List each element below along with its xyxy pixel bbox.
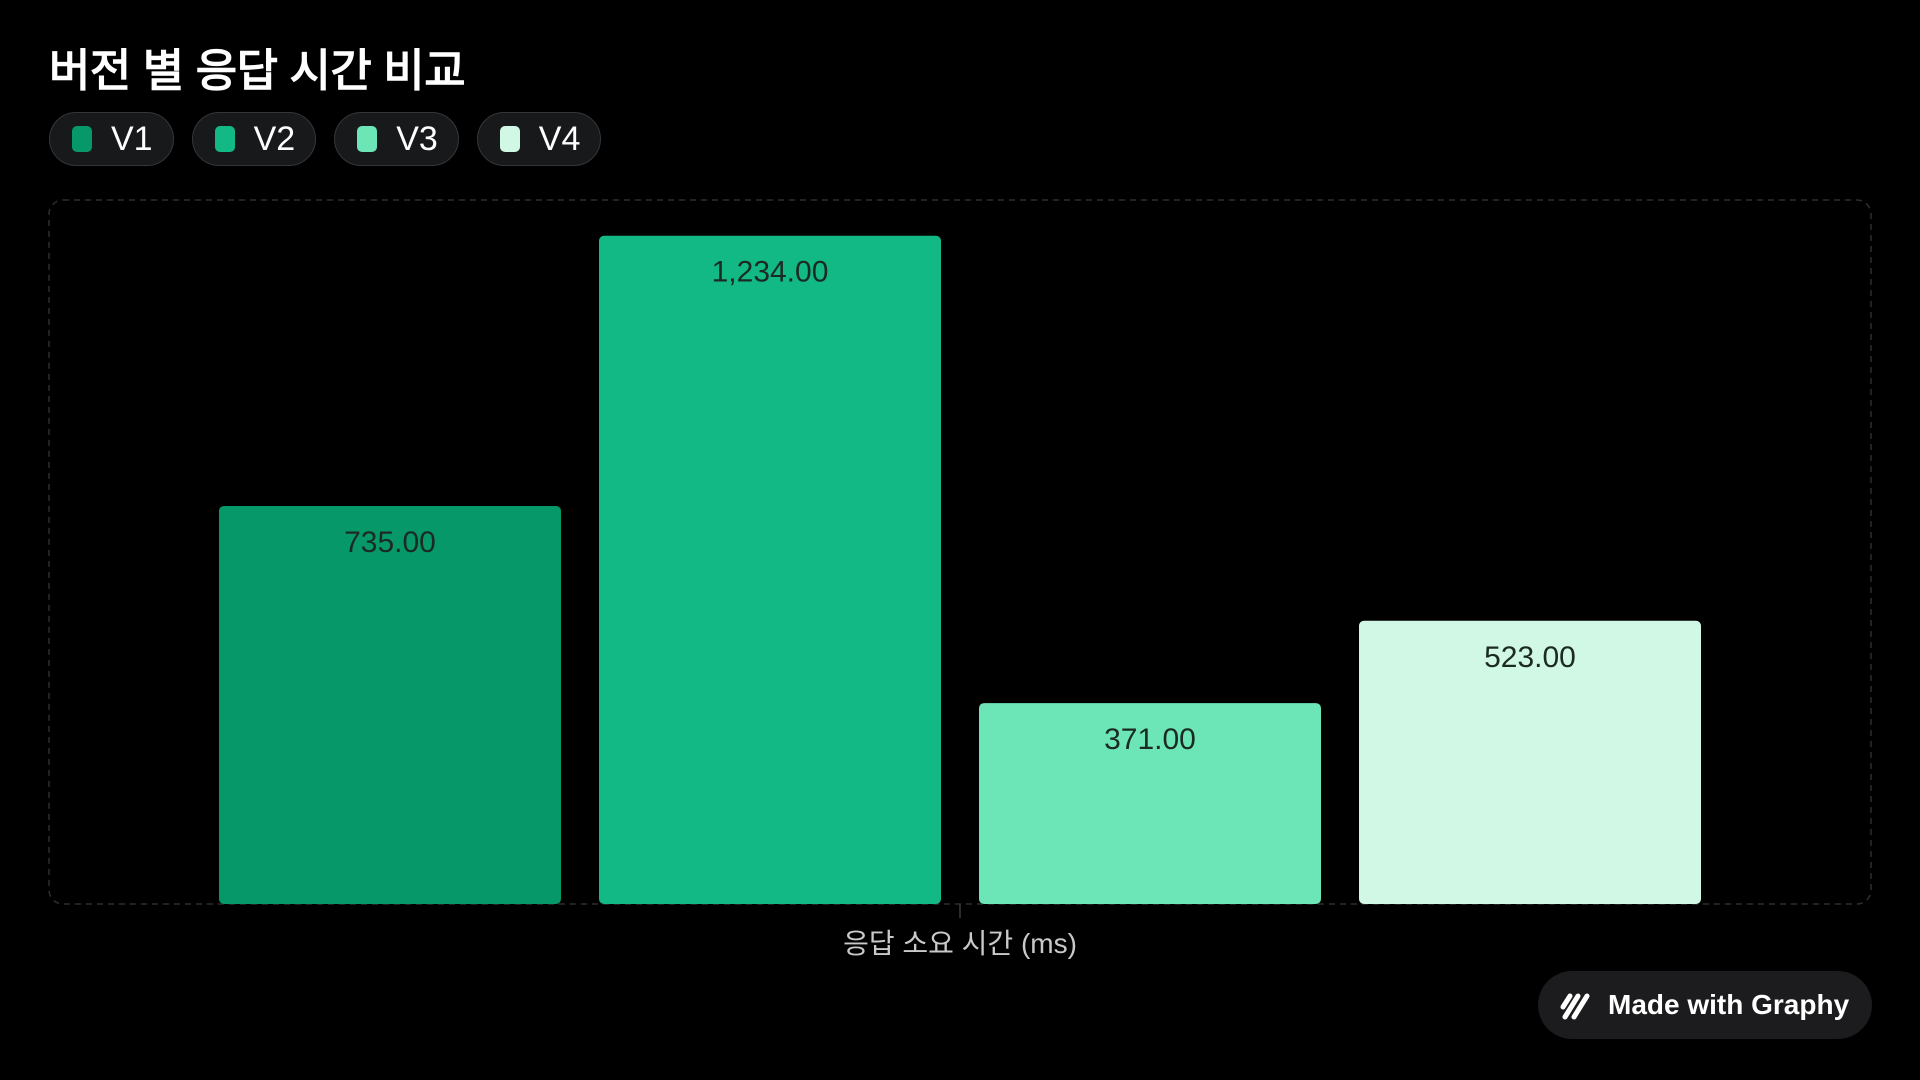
legend: V1 V2 V3 V4 <box>49 112 602 166</box>
legend-label: V1 <box>111 120 153 158</box>
graphy-logo-icon <box>1560 993 1590 1020</box>
bar-v4[interactable] <box>1359 620 1701 904</box>
bars-group: 735.00 1,234.00 371.00 523.00 <box>219 235 1701 905</box>
data-label-v1: 735.00 <box>344 526 436 559</box>
legend-item-v2[interactable]: V2 <box>191 112 317 166</box>
legend-item-v1[interactable]: V1 <box>49 112 174 166</box>
legend-item-v3[interactable]: V3 <box>334 112 459 166</box>
bar-v3[interactable] <box>979 703 1321 904</box>
data-label-v3: 371.00 <box>1104 723 1196 756</box>
legend-swatch <box>357 126 378 152</box>
bar-v1[interactable] <box>219 505 561 904</box>
legend-swatch <box>499 126 520 152</box>
x-axis-title: 응답 소요 시간 (ms) <box>843 928 1077 959</box>
legend-label: V4 <box>538 120 581 158</box>
chart-title: 버전 별 응답 시간 비교 <box>49 45 466 96</box>
legend-swatch <box>214 126 235 152</box>
legend-label: V2 <box>253 120 296 158</box>
legend-label: V3 <box>396 120 438 158</box>
legend-item-v4[interactable]: V4 <box>476 112 602 166</box>
data-label-v2: 1,234.00 <box>712 256 829 289</box>
data-label-v4: 523.00 <box>1484 641 1576 674</box>
bar-v2[interactable] <box>599 235 941 905</box>
legend-swatch <box>72 126 92 152</box>
badge-text: Made with Graphy <box>1608 989 1850 1020</box>
made-with-graphy-badge[interactable]: Made with Graphy <box>1538 971 1872 1039</box>
